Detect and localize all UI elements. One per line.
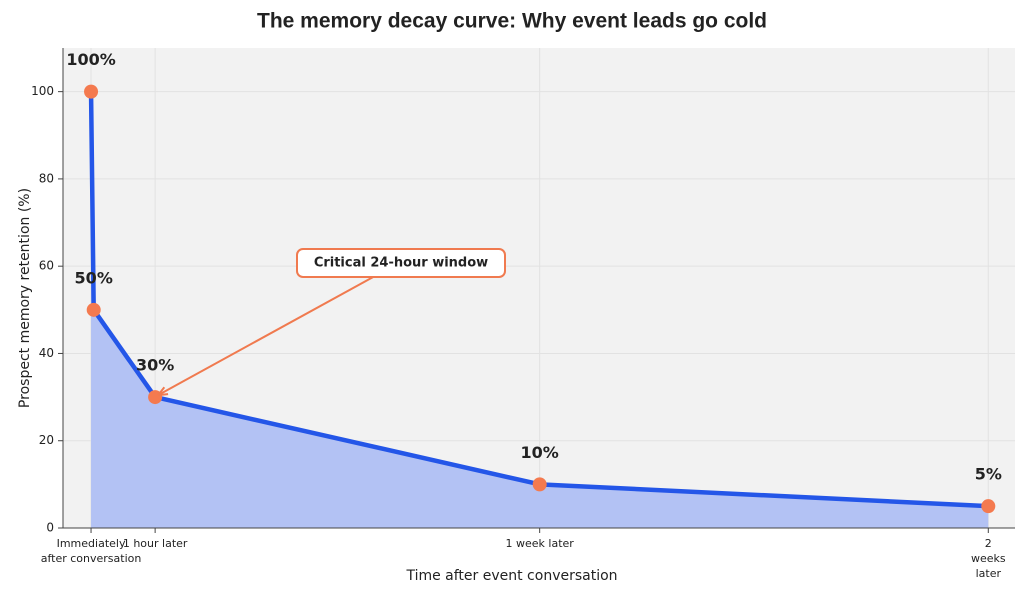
x-tick-label: 1 hour later xyxy=(122,537,188,550)
data-label: 5% xyxy=(975,465,1002,484)
marker xyxy=(84,84,99,99)
data-label: 30% xyxy=(136,356,174,375)
marker xyxy=(86,302,101,317)
area xyxy=(91,91,989,529)
marker xyxy=(532,477,547,492)
annotation: Critical 24-hour window xyxy=(314,256,488,271)
y-tick-label: 60 xyxy=(39,259,54,273)
x-tick-label: 2 weeks later xyxy=(970,537,1006,580)
x-axis-label: Time after event conversation xyxy=(405,568,617,584)
y-tick-label: 40 xyxy=(39,346,54,360)
x-tick-label: 1 week later xyxy=(505,537,574,550)
y-tick-label: 20 xyxy=(39,433,54,447)
y-tick-label: 100 xyxy=(31,84,54,98)
data-label: 100% xyxy=(66,50,115,69)
y-tick-label: 80 xyxy=(39,171,54,185)
arrow-head xyxy=(157,386,169,397)
y-axis-label: Prospect memory retention (%) xyxy=(17,188,33,408)
marker xyxy=(981,499,996,514)
chart-title: The memory decay curve: Why event leads … xyxy=(257,10,767,33)
annotation-arrow xyxy=(157,275,376,396)
data-label: 10% xyxy=(521,443,559,462)
x-tick-label: Immediately after conversation xyxy=(40,537,142,565)
annotation-box xyxy=(296,248,506,278)
y-tick-label: 0 xyxy=(46,521,54,535)
data-label: 50% xyxy=(75,268,113,287)
